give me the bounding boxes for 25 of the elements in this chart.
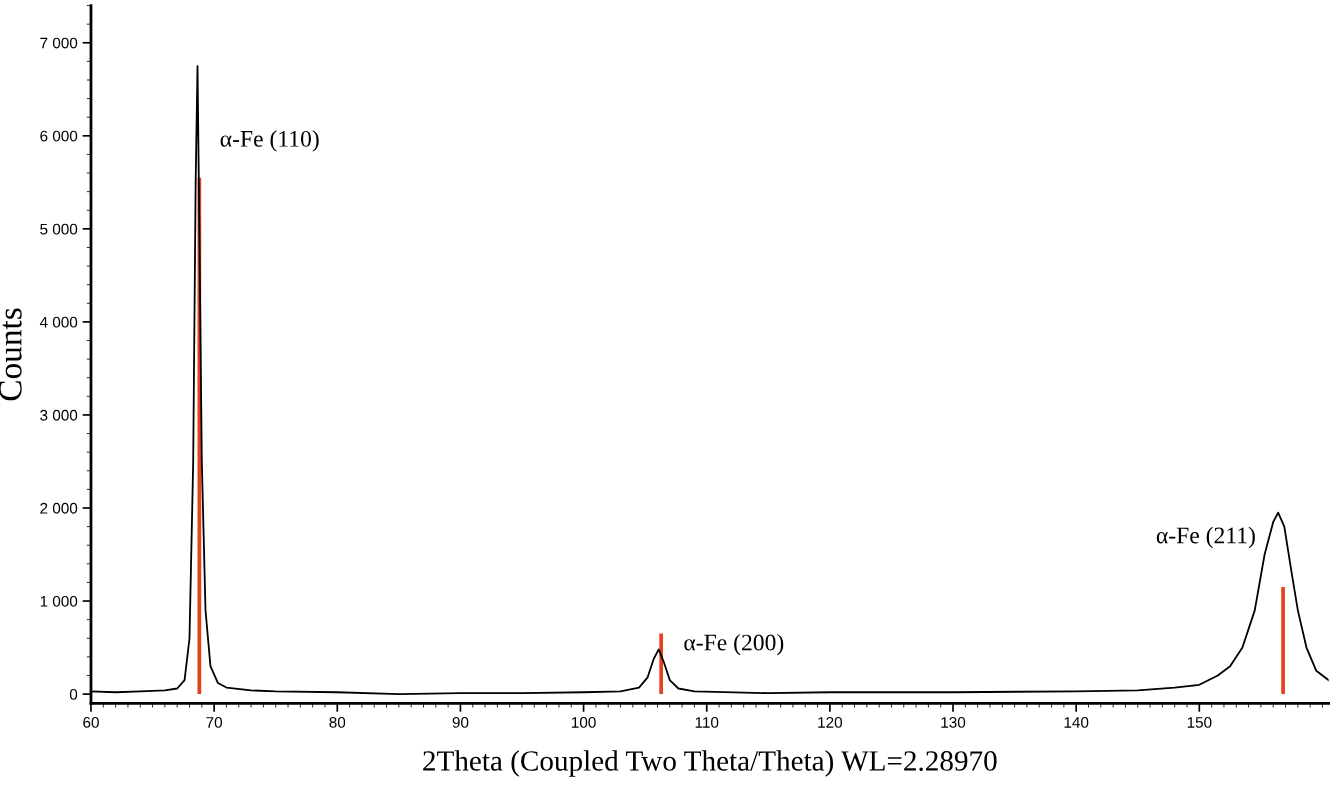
x-tick-label: 100 (572, 716, 596, 728)
x-tick-label: 110 (695, 716, 719, 728)
x-tick-label: 130 (941, 716, 966, 728)
x-tick-label: 80 (329, 716, 346, 728)
y-tick-label: 4 000 (39, 316, 78, 328)
x-tick-label: 70 (206, 716, 223, 728)
x-tick-label: 60 (83, 716, 99, 728)
y-tick-label: 7 000 (40, 37, 78, 49)
y-tick-label: 2 000 (40, 502, 78, 514)
bar (1281, 587, 1285, 695)
annotation: α-Fe (110) (220, 130, 319, 152)
x-tick-label: 120 (818, 716, 843, 728)
y-axis-title: Counts (0, 308, 22, 401)
y-tick-label: 1 000 (40, 595, 78, 607)
x-tick-label: 90 (452, 716, 469, 728)
x-axis-title: 2Theta (Coupled Two Theta/Theta) WL=2.28970 (423, 750, 997, 777)
x-tick-label: 150 (1187, 716, 1212, 728)
y-tick-label: 6 000 (40, 130, 78, 142)
annotation: α-Fe (211) (1156, 526, 1255, 549)
bar (659, 633, 664, 695)
y-tick-label: 3 000 (40, 409, 78, 421)
annotation: α-Fe (200) (684, 633, 784, 656)
x-tick-label: 140 (1064, 716, 1089, 728)
y-tick-label: 0 (69, 688, 78, 700)
y-tick-label: 5 000 (40, 223, 78, 235)
